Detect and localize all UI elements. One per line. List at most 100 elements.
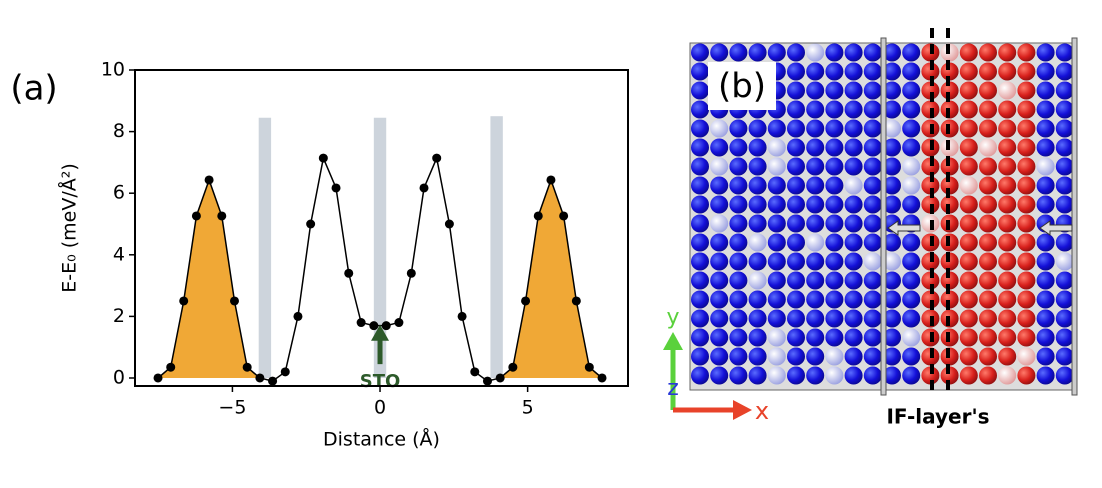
atom [825, 119, 844, 138]
atom [1036, 119, 1055, 138]
atom [863, 138, 882, 157]
point [293, 311, 303, 321]
atom [767, 176, 786, 195]
atom [863, 176, 882, 195]
point [204, 175, 214, 185]
atom [959, 176, 978, 195]
atom [883, 157, 901, 176]
atom [767, 366, 786, 385]
atom [979, 81, 997, 100]
atom [767, 43, 786, 62]
atoms [691, 43, 1074, 385]
atom [729, 309, 748, 328]
atom [710, 176, 729, 195]
atom [844, 214, 863, 233]
atom [844, 157, 863, 176]
atom [1055, 290, 1074, 309]
atom [902, 366, 921, 385]
atom [844, 309, 863, 328]
atom [729, 290, 748, 309]
atom [883, 43, 901, 62]
atom [1017, 62, 1036, 81]
shaded-region [500, 179, 603, 378]
atom [748, 309, 767, 328]
atom [806, 62, 825, 81]
atom [806, 214, 825, 233]
atom [902, 271, 921, 290]
atom [902, 81, 921, 100]
atom [979, 271, 997, 290]
atom [902, 309, 921, 328]
atom [787, 347, 805, 366]
atom [806, 366, 825, 385]
atom [806, 138, 825, 157]
panel-label: (b) [718, 67, 766, 107]
atom [748, 347, 767, 366]
point [344, 268, 354, 278]
atom [729, 347, 748, 366]
marker-bar [258, 117, 272, 378]
atom [998, 347, 1017, 366]
atom [710, 366, 729, 385]
atom [729, 176, 748, 195]
atom [825, 309, 844, 328]
atom [883, 62, 901, 81]
atom [806, 43, 825, 62]
point [191, 211, 201, 221]
point [584, 362, 594, 372]
atom [883, 81, 901, 100]
atom [825, 271, 844, 290]
atom [959, 100, 978, 119]
atom [729, 366, 748, 385]
atom [806, 328, 825, 347]
atom [691, 309, 709, 328]
atom [710, 195, 729, 214]
atom [767, 309, 786, 328]
atom [1017, 366, 1036, 385]
atom [710, 43, 729, 62]
point [369, 321, 379, 331]
atom [883, 252, 901, 271]
atom [691, 366, 709, 385]
atom [959, 271, 978, 290]
atom [691, 214, 709, 233]
x-tick-label: −5 [218, 397, 246, 419]
atom [1055, 157, 1074, 176]
atom [863, 252, 882, 271]
point [331, 183, 341, 193]
atom [767, 214, 786, 233]
atom [863, 290, 882, 309]
atom [1017, 290, 1036, 309]
atom [1017, 328, 1036, 347]
atom [767, 271, 786, 290]
atom [844, 195, 863, 214]
atom [1036, 176, 1055, 195]
atom [1055, 43, 1074, 62]
atom [710, 309, 729, 328]
atom [979, 290, 997, 309]
atom [806, 100, 825, 119]
atom [825, 62, 844, 81]
atom [729, 252, 748, 271]
atom [979, 328, 997, 347]
atom [883, 195, 901, 214]
atom [883, 290, 901, 309]
atom [806, 233, 825, 252]
atom [767, 290, 786, 309]
boundary [880, 37, 887, 396]
atom [883, 366, 901, 385]
point [268, 376, 278, 386]
atom [1017, 214, 1036, 233]
atom [902, 195, 921, 214]
atom [787, 290, 805, 309]
annotation: IF-layer's [886, 405, 989, 429]
atom [787, 271, 805, 290]
atom [940, 81, 959, 100]
atom [902, 233, 921, 252]
atom [863, 233, 882, 252]
atom [959, 157, 978, 176]
atom [979, 157, 997, 176]
atom [844, 347, 863, 366]
atom [787, 366, 805, 385]
atom [844, 138, 863, 157]
